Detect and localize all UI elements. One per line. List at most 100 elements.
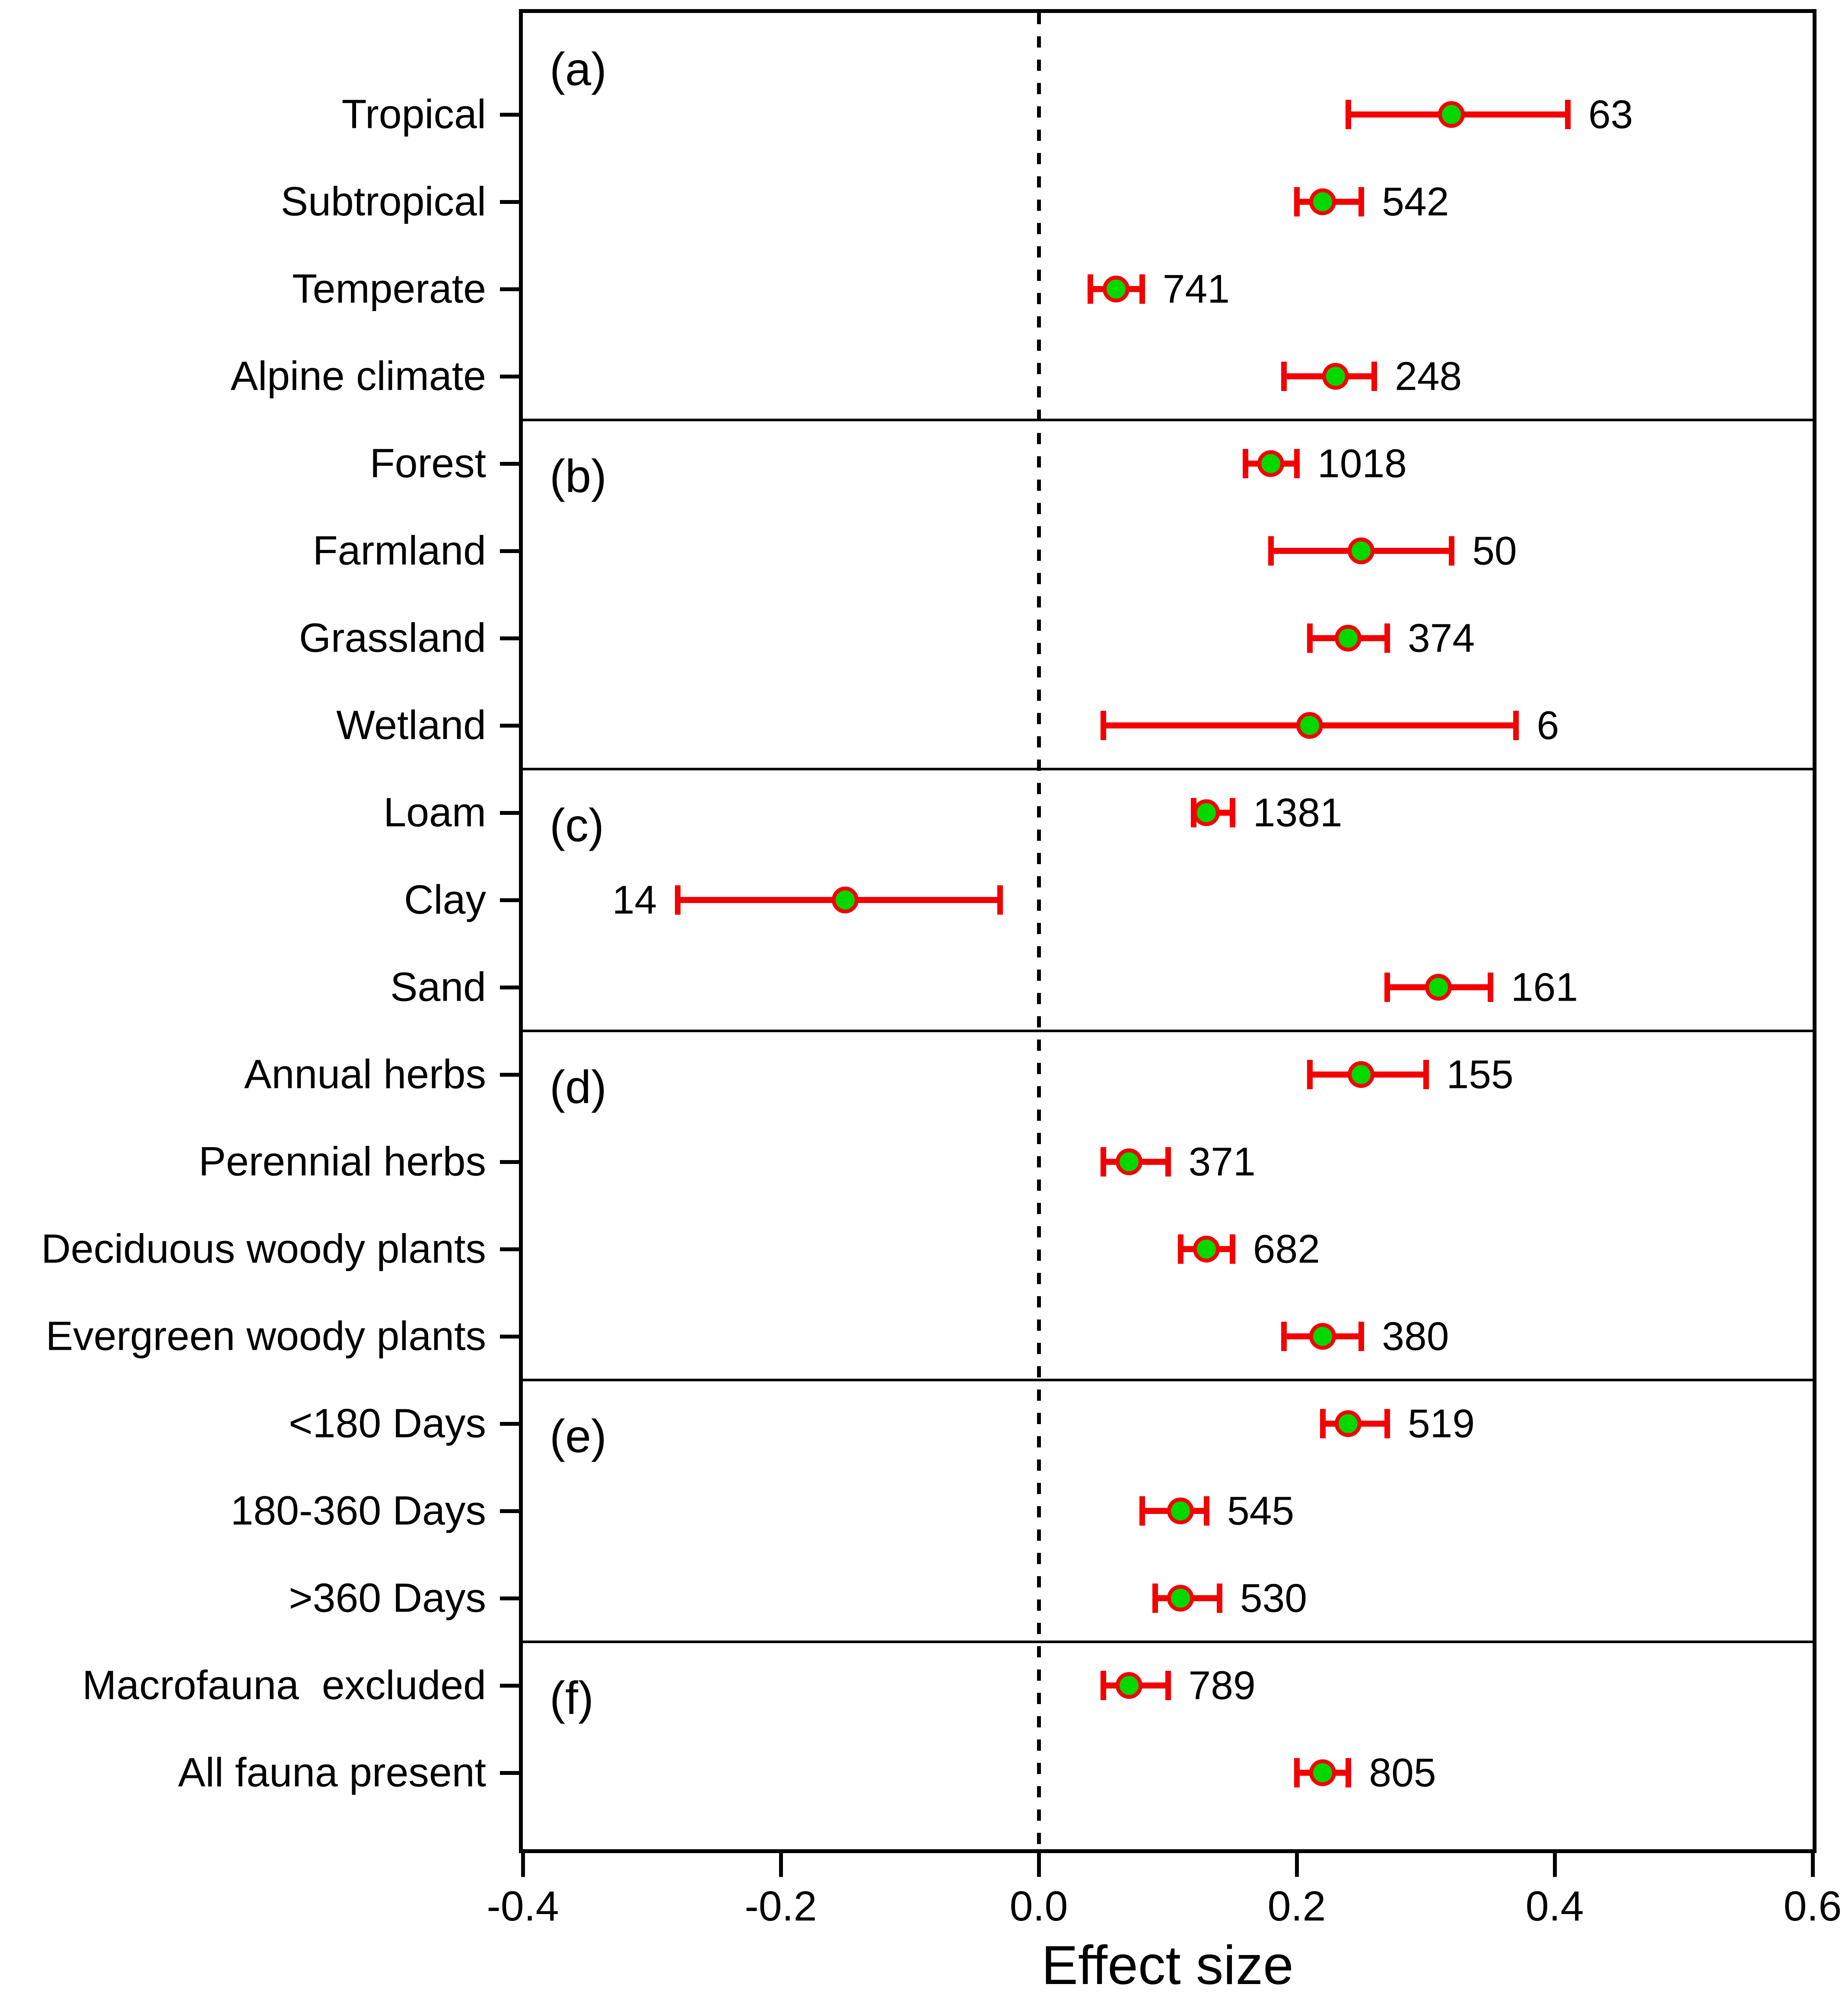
zero-reference-line [1037,13,1041,1849]
error-bar-cap-left [1281,1322,1287,1351]
error-bar-cap-left [1088,274,1094,304]
y-axis-tick [500,1684,519,1688]
y-axis-tick [500,898,519,902]
error-bar-cap-right [1371,362,1378,391]
error-bar-cap-right [1346,1758,1352,1787]
error-bar-cap-right [1565,100,1571,129]
y-axis-tick [500,287,519,291]
panel-letter: (b) [550,450,607,502]
y-axis-tick [500,113,519,117]
data-point-marker [1115,1148,1142,1175]
data-point-marker [1193,799,1220,826]
error-bar-cap-left [1152,1584,1158,1613]
sample-size-label: 6 [1537,703,1559,748]
error-bar-cap-right [1229,798,1235,827]
error-bar-cap-right [1487,973,1493,1002]
row-label: Clay [404,877,486,923]
error-bar-cap-left [1281,362,1287,391]
error-bar-cap-right [1384,623,1390,653]
x-axis-tick-label: -0.2 [744,1882,817,1930]
x-axis-tick [779,1853,783,1877]
error-bar-cap-left [1268,536,1274,566]
row-label: Sand [390,964,486,1010]
error-bar-cap-right [1513,711,1519,740]
error-bar-cap-left [1320,1409,1326,1438]
sample-size-label: 380 [1382,1313,1449,1359]
y-axis-tick [500,200,519,204]
row-label: All fauna present [178,1749,486,1796]
x-axis-tick-label: 0.6 [1783,1882,1842,1930]
y-axis-tick [500,1073,519,1077]
x-axis-tick [1037,1853,1041,1877]
row-label: Grassland [299,615,486,661]
y-axis-tick [500,375,519,378]
error-bar-cap-right [1358,187,1365,216]
data-point-marker [1167,1585,1194,1612]
data-point-marker [1193,1236,1220,1262]
data-point-marker [1167,1498,1194,1524]
error-bar-cap-left [1384,973,1390,1002]
y-axis-tick [500,986,519,989]
sample-size-label: 741 [1162,266,1230,312]
error-bar-cap-left [1139,1496,1145,1526]
error-bar-cap-left [1294,187,1300,216]
error-bar-cap-right [1216,1584,1222,1613]
error-bar-cap-right [1358,1322,1365,1351]
data-point-marker [1296,712,1323,739]
data-point-marker [1103,276,1130,302]
sample-size-label: 805 [1369,1750,1436,1795]
y-axis-tick [500,1509,519,1513]
sample-size-label: 542 [1382,179,1449,224]
row-label: Evergreen woody plants [45,1313,486,1359]
row-label: Subtropical [280,178,486,225]
error-bar-cap-left [675,885,681,915]
x-axis-tick-label: -0.4 [487,1882,559,1930]
panel-letter: (d) [550,1061,607,1113]
y-axis-tick [500,1335,519,1339]
panel-separator [523,768,1813,770]
sample-size-label: 161 [1511,964,1578,1010]
sample-size-label: 1018 [1317,441,1407,486]
row-label: Forest [369,440,486,487]
sample-size-label: 530 [1240,1575,1308,1621]
data-point-marker [1425,974,1452,1001]
panel-separator [523,1379,1813,1381]
sample-size-label: 248 [1395,353,1462,399]
data-point-marker [1309,188,1336,215]
data-point-marker [1348,1061,1375,1088]
panel-letter: (e) [550,1410,607,1462]
sample-size-label: 682 [1253,1226,1320,1272]
x-axis-tick-label: 0.4 [1525,1882,1584,1930]
y-axis-tick [500,811,519,815]
panel-letter: (c) [550,799,604,851]
y-axis-tick [500,1596,519,1600]
data-point-marker [1309,1323,1336,1350]
error-bar-cap-right [1449,536,1455,566]
y-axis-tick [500,1422,519,1426]
x-axis-tick-label: 0.0 [1009,1882,1068,1930]
row-label: Wetland [336,702,486,748]
error-bar-cap-left [1307,623,1313,653]
y-axis-tick [500,462,519,466]
panel-letter: (f) [550,1672,594,1724]
data-point-marker [1115,1672,1142,1699]
error-bar-cap-right [1294,449,1300,478]
sample-size-label: 63 [1588,92,1633,137]
error-bar-cap-left [1101,1147,1107,1177]
sample-size-label: 545 [1227,1488,1295,1533]
y-axis-tick [500,1160,519,1164]
plot-area: (a) 63 542 741 248 (b) 1018 50 374 6 (c) 1381 14 161 (… [519,9,1817,1853]
error-bar-cap-left [1178,1234,1184,1264]
y-axis-tick [500,549,519,553]
data-point-marker [1322,363,1349,390]
error-bar-cap-left [1346,100,1352,129]
panel-letter: (a) [550,43,607,95]
error-bar-cap-right [1165,1671,1171,1700]
x-axis-tick [1811,1853,1815,1877]
row-label: Temperate [292,266,486,312]
error-bar-cap-right [1204,1496,1210,1526]
y-axis-tick [500,1771,519,1775]
row-label: 180-360 Days [230,1488,486,1534]
sample-size-label: 371 [1188,1139,1256,1184]
error-bar-cap-left [1101,711,1107,740]
